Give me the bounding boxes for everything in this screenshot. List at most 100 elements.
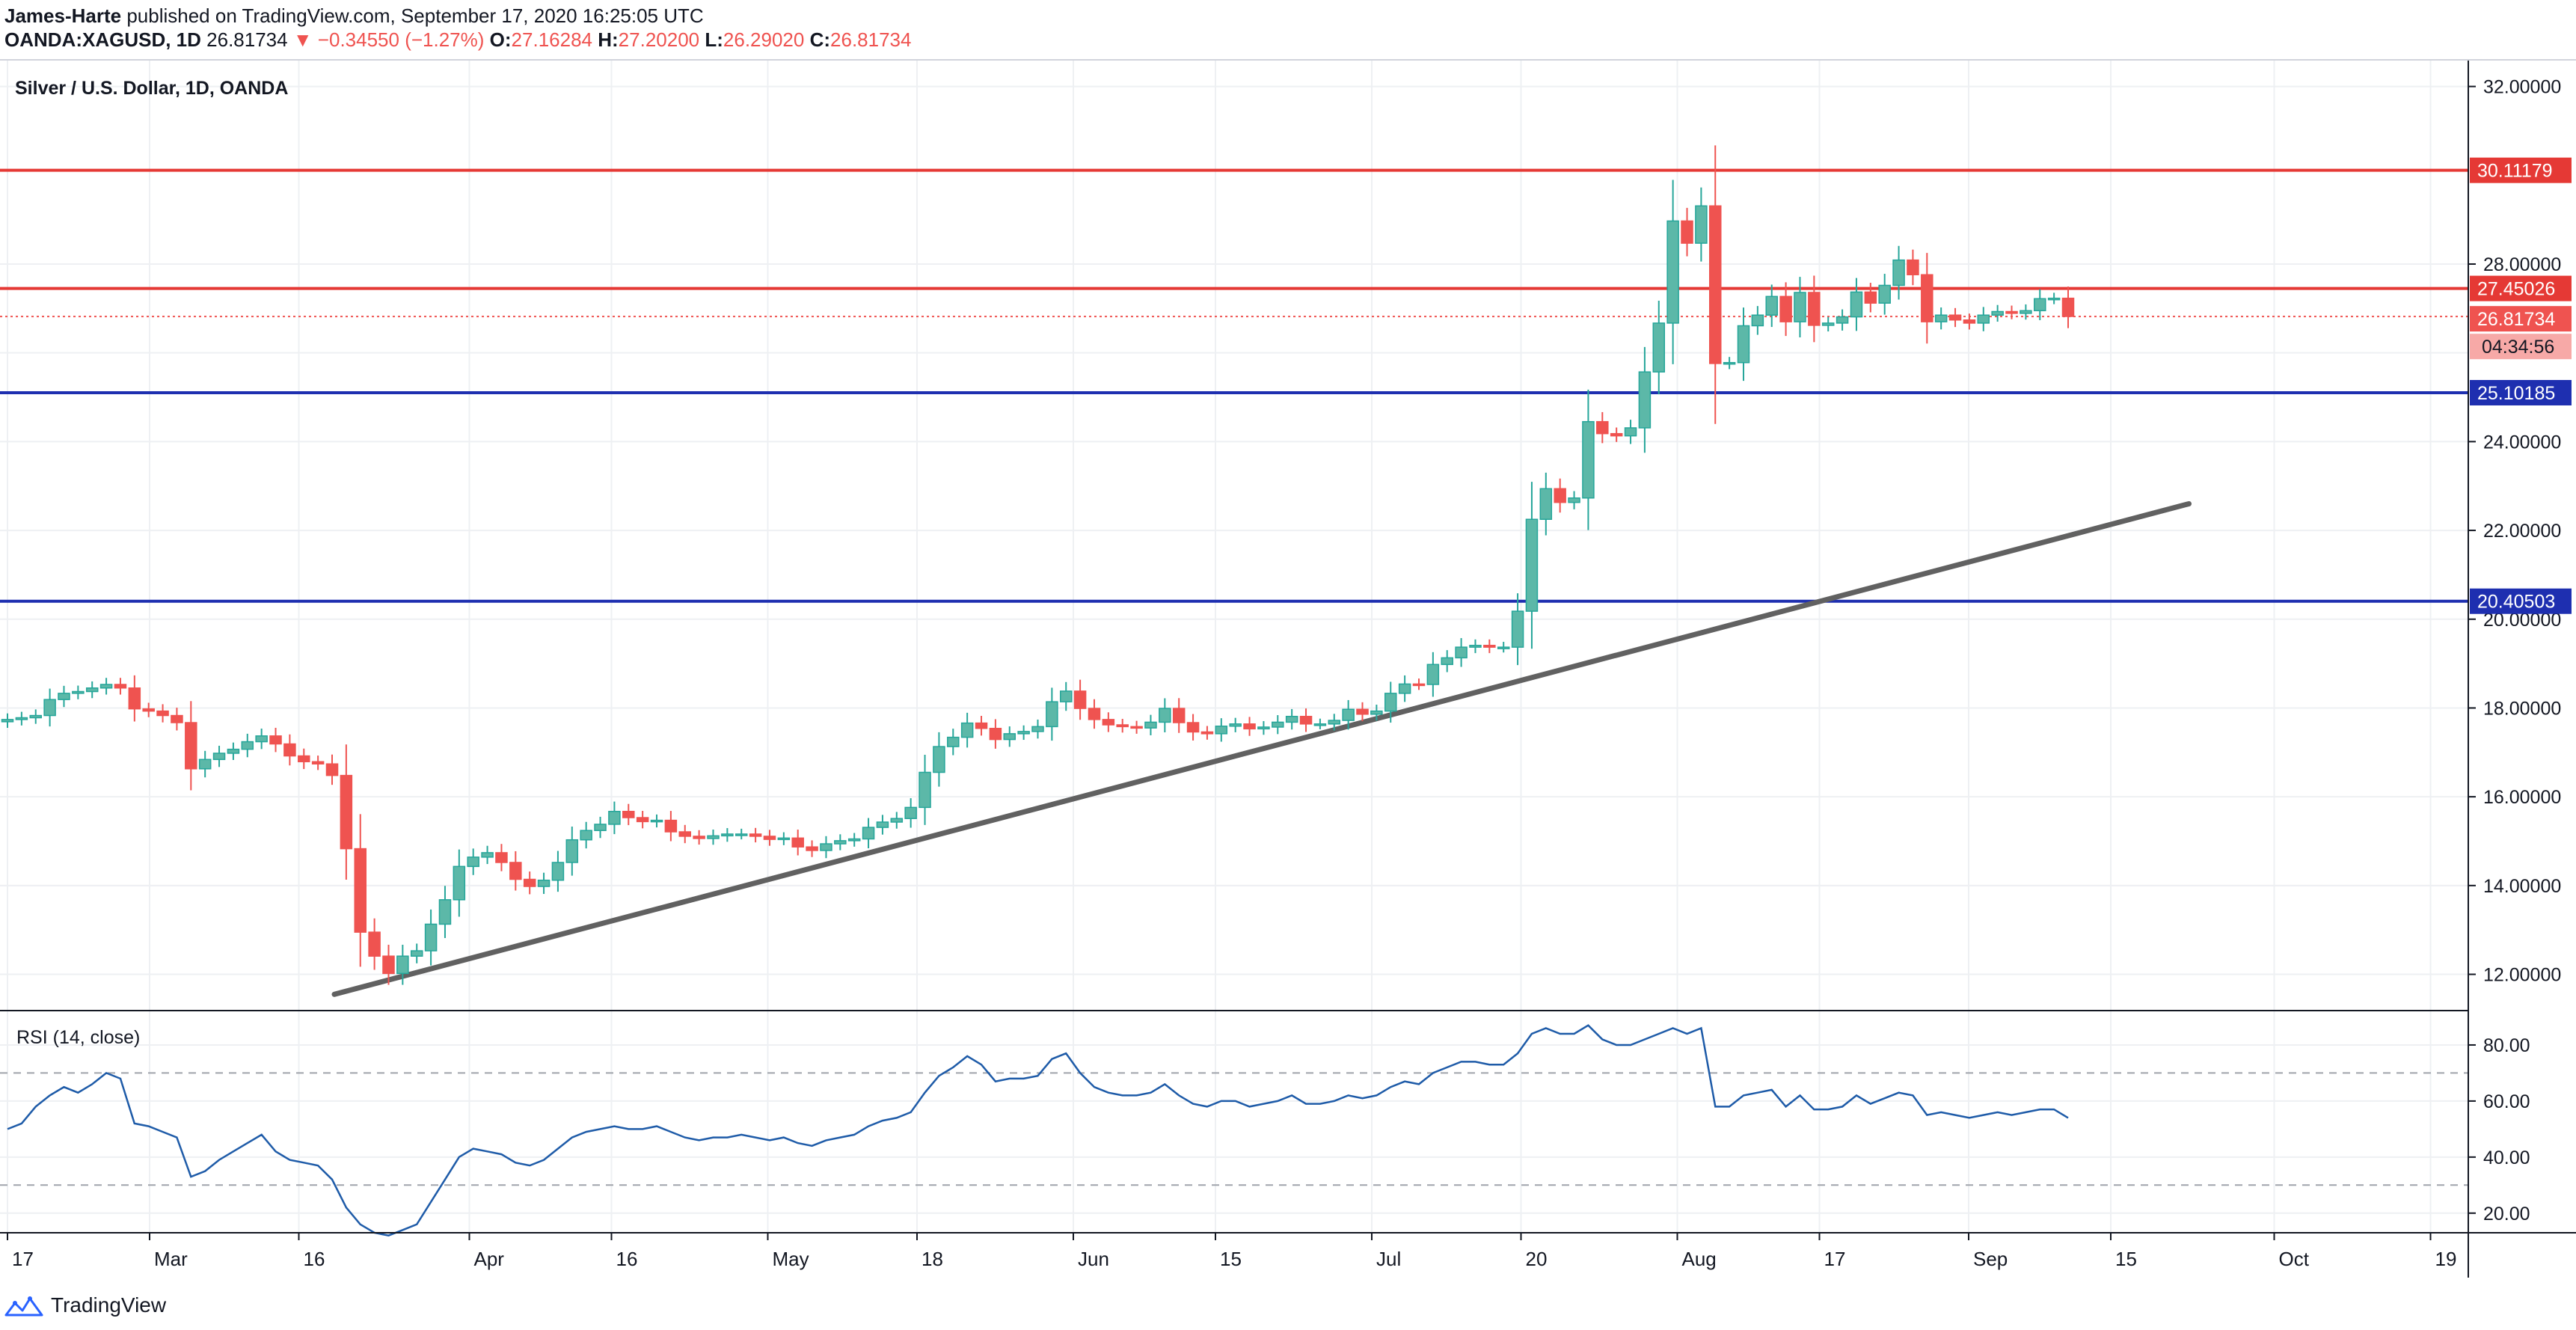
candle-body <box>1455 646 1468 659</box>
change-value: ▼ −0.34550 (−1.27%) <box>292 28 485 51</box>
candle-body <box>1116 724 1129 728</box>
rsi-tick-label: 60.00 <box>2483 1091 2530 1112</box>
candle-body <box>791 837 804 848</box>
price-tick-label: 24.00000 <box>2483 432 2561 453</box>
candle-body <box>904 806 917 819</box>
rsi-tick-label: 40.00 <box>2483 1147 2530 1168</box>
candle-body <box>325 763 339 776</box>
candle-body <box>1243 723 1256 730</box>
countdown-badge <box>2470 334 2572 360</box>
chart-title: Silver / U.S. Dollar, 1D, OANDA <box>15 78 288 99</box>
level-support-low-badge-label: 20.40503 <box>2477 592 2555 613</box>
candle-body <box>1469 645 1482 648</box>
price-tick-label: 18.00000 <box>2483 698 2561 719</box>
candle-body <box>269 735 282 745</box>
candle-body <box>212 753 226 761</box>
candle-body <box>847 838 861 842</box>
candle-body <box>1836 316 1849 324</box>
published-text: published on TradingView.com, September … <box>126 4 704 27</box>
candle-body <box>410 950 423 957</box>
axes-layer: 32.0000028.0000024.0000022.0000020.00000… <box>0 59 2576 1278</box>
candle-body <box>707 835 720 839</box>
candle-body <box>1554 488 1566 503</box>
candle-body <box>622 810 635 818</box>
candle-body <box>58 693 70 700</box>
candle-body <box>1624 427 1637 437</box>
candle-body <box>1709 205 1722 364</box>
candle-body <box>834 840 847 845</box>
candle-body <box>1 719 14 723</box>
price-tick-label: 32.00000 <box>2483 77 2561 98</box>
candle-body <box>1638 371 1652 429</box>
candle-body <box>1850 291 1863 318</box>
candle-body <box>947 736 960 747</box>
candle-body <box>1610 432 1623 437</box>
candle-body <box>580 830 592 841</box>
time-tick-label: 18 <box>921 1248 943 1270</box>
time-tick-label: Aug <box>1682 1248 1717 1270</box>
candle-body <box>1215 726 1228 735</box>
candle-body <box>1384 693 1397 712</box>
candle-body <box>142 708 155 712</box>
candle-body <box>2034 298 2046 312</box>
candle-body <box>171 714 183 723</box>
candle-body <box>1398 683 1411 694</box>
chart-header: James-Harte published on TradingView.com… <box>0 0 2576 60</box>
rsi-label: RSI (14, close) <box>16 1027 140 1048</box>
candle-body <box>1497 646 1510 649</box>
candle-body <box>1285 715 1298 723</box>
candle-body <box>382 955 395 975</box>
candle-body <box>396 955 409 975</box>
candle-body <box>1878 284 1891 304</box>
level-resistance-high-badge-label: 30.11179 <box>2477 161 2553 182</box>
candle-body <box>311 761 325 764</box>
candle-body <box>777 837 791 841</box>
candle-body <box>1172 708 1186 723</box>
candle-body <box>1934 314 1948 322</box>
candle-body <box>1751 314 1764 327</box>
candle-body <box>678 831 692 837</box>
grid-lines <box>0 60 2468 1233</box>
candle-body <box>1031 726 1044 732</box>
candle-body <box>185 722 197 770</box>
candle-body <box>1723 361 1736 365</box>
candle-body <box>989 727 1002 741</box>
candle-body <box>933 746 945 773</box>
candle-body <box>975 722 988 729</box>
candle-body <box>1794 292 1806 322</box>
candle-body <box>495 852 508 863</box>
candle-body <box>1596 420 1609 435</box>
publish-line: James-Harte published on TradingView.com… <box>4 4 704 28</box>
candle-body <box>806 846 818 851</box>
candle-body <box>636 817 649 823</box>
last-price-badge-label: 26.81734 <box>2477 309 2555 330</box>
high-label: H: <box>598 28 619 51</box>
horizontal-levels[interactable] <box>0 168 2468 603</box>
time-tick-label: 16 <box>616 1248 638 1270</box>
candle-body <box>1921 274 1933 322</box>
candle-body <box>1963 319 1976 324</box>
level-support-low-badge <box>2470 588 2572 614</box>
candle-body <box>820 843 832 851</box>
candle-body <box>1539 488 1553 520</box>
time-tick-label: 15 <box>2115 1248 2137 1270</box>
candle-body <box>919 771 931 809</box>
author-name[interactable]: James-Harte <box>4 4 122 27</box>
candle-body <box>1003 733 1016 741</box>
candle-body <box>1186 722 1200 733</box>
ohlc-line: OANDA:XAGUSD, 1D 26.81734 ▼ −0.34550 (−1… <box>4 28 911 52</box>
close-value: 26.81734 <box>830 28 912 51</box>
tradingview-logo[interactable]: TradingView <box>4 1293 166 1318</box>
price-chart[interactable]: 32.0000028.0000024.0000022.0000020.00000… <box>0 0 2576 1287</box>
price-tick-label: 14.00000 <box>2483 876 2561 897</box>
time-tick-label: Jun <box>1078 1248 1109 1270</box>
candle-body <box>2047 297 2061 301</box>
symbol-label[interactable]: OANDA:XAGUSD, 1D <box>4 28 201 51</box>
candle-body <box>693 836 705 839</box>
level-resistance-high-badge <box>2470 157 2572 183</box>
trendline-layer[interactable] <box>331 500 2192 997</box>
countdown-label: 04:34:56 <box>2482 337 2554 358</box>
candle-body <box>453 865 466 901</box>
candle-body <box>1582 420 1595 499</box>
candle-body <box>1272 721 1284 728</box>
